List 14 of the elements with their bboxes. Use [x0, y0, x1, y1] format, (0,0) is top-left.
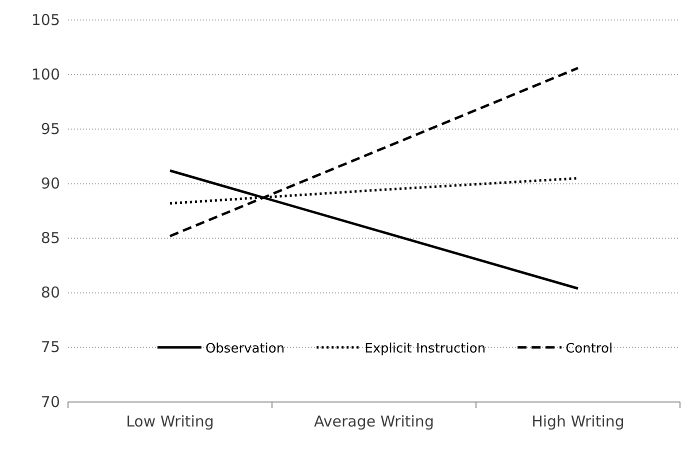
- y-tick-label: 85: [40, 229, 60, 248]
- y-tick-label: 100: [31, 65, 60, 84]
- y-tick-label: 105: [31, 10, 60, 29]
- legend-label: Explicit Instruction: [364, 341, 486, 356]
- y-tick-label: 95: [40, 120, 60, 138]
- legend-label: Observation: [205, 341, 285, 356]
- x-tick-label: Average Writing: [314, 412, 434, 431]
- legend-label: Control: [566, 341, 613, 356]
- y-tick-label: 90: [40, 174, 60, 193]
- x-tick-label: Low Writing: [126, 412, 214, 431]
- x-tick-label: High Writing: [532, 412, 624, 431]
- y-tick-label: 80: [40, 284, 60, 302]
- y-tick-label: 70: [40, 392, 60, 411]
- y-tick-label: 75: [40, 338, 60, 356]
